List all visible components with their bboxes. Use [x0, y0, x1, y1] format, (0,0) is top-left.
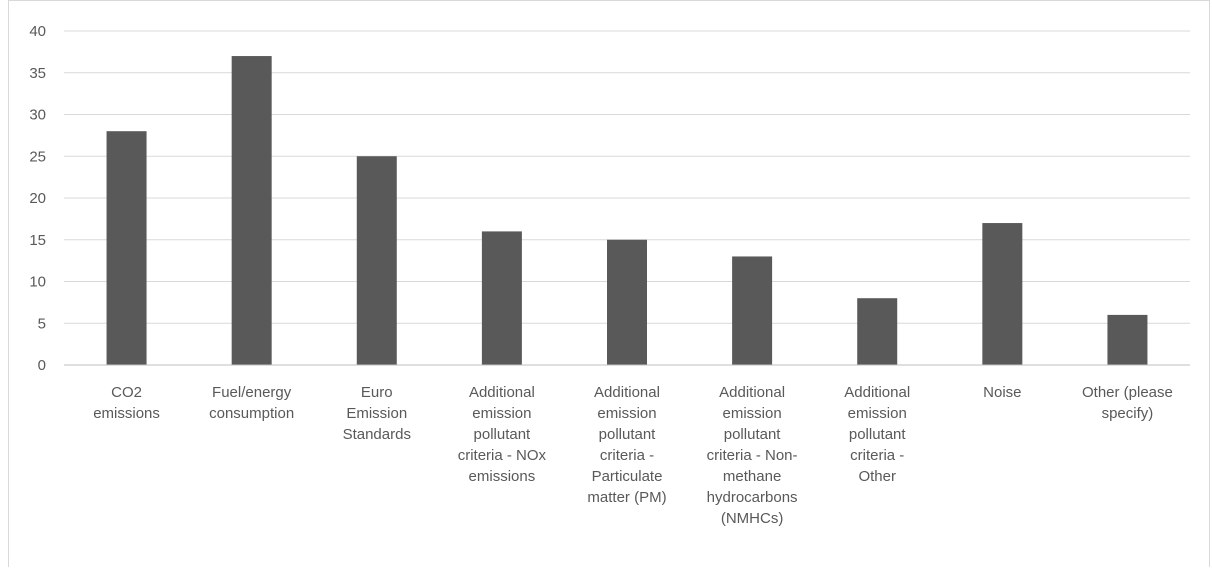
- x-tick-label: Noise: [983, 384, 1021, 401]
- bar: [106, 131, 147, 365]
- x-tick-label: Additional emission pollutant criteria - Oth…: [844, 384, 910, 485]
- x-tick-label-line: criteria -: [600, 447, 654, 464]
- y-tick-label: 5: [38, 315, 46, 332]
- x-tick-label-line: Other: [858, 468, 896, 485]
- x-tick-label-line: emissions: [93, 405, 160, 422]
- y-tick-label: 30: [29, 107, 46, 124]
- x-tick-label-line: pollutant: [724, 426, 782, 443]
- x-tick-label: Additional emission pollutant criteria - Par…: [587, 384, 666, 506]
- x-tick-label-line: methane: [723, 468, 781, 485]
- x-tick-label-line: hydrocarbons: [707, 489, 798, 506]
- x-tick-label-line: Additional: [469, 384, 535, 401]
- x-tick-label-line: criteria - NOx: [458, 447, 547, 464]
- x-tick-label-line: matter (PM): [587, 489, 666, 506]
- x-tick-label-line: Additional: [844, 384, 910, 401]
- x-tick-label-line: Standards: [343, 426, 411, 443]
- x-tick-label-line: pollutant: [849, 426, 907, 443]
- x-tick-label-line: Euro: [361, 384, 393, 401]
- x-tick-label-line: Fuel/energy: [212, 384, 292, 401]
- bar: [356, 156, 397, 365]
- x-tick-label: Other (please specify): [1082, 384, 1173, 422]
- x-tick-label-line: consumption: [209, 405, 294, 422]
- x-tick-label-line: Additional: [594, 384, 660, 401]
- x-tick-label-line: pollutant: [599, 426, 657, 443]
- x-tick-label-line: pollutant: [474, 426, 532, 443]
- bar: [982, 223, 1023, 365]
- chart-frame: [8, 0, 1210, 567]
- bar: [732, 256, 773, 365]
- x-tick-label-line: emission: [472, 405, 531, 422]
- x-tick-label-line: emission: [723, 405, 782, 422]
- bar: [607, 239, 647, 365]
- y-tick-label: 40: [29, 23, 46, 40]
- x-tick-label-line: Particulate: [592, 468, 663, 485]
- x-tick-label-line: CO2: [111, 384, 142, 401]
- bar: [1107, 314, 1148, 365]
- y-tick-label: 0: [38, 357, 46, 374]
- x-tick-label-line: Additional: [719, 384, 785, 401]
- x-tick-label: CO2 emissions: [93, 384, 160, 422]
- bar: [481, 231, 522, 365]
- y-tick-label: 15: [29, 232, 46, 249]
- bars: [106, 56, 1148, 366]
- y-axis: 0 5 10 15 20 25 30 35 40: [29, 23, 46, 374]
- x-tick-label: Additional emission pollutant criteria - No…: [707, 384, 798, 527]
- bar: [231, 56, 272, 366]
- x-tick-label: Additional emission pollutant criteria - NO…: [458, 384, 547, 485]
- bar: [857, 298, 898, 365]
- x-tick-label: Euro Emission Standards: [343, 384, 411, 443]
- y-tick-label: 10: [29, 274, 46, 291]
- x-tick-label-line: (NMHCs): [721, 510, 783, 527]
- x-tick-label-line: specify): [1102, 405, 1154, 422]
- x-tick-label-line: Noise: [983, 384, 1021, 401]
- x-tick-label: Fuel/energy consumption: [209, 384, 294, 422]
- y-tick-label: 35: [29, 65, 46, 82]
- x-tick-label-line: emission: [848, 405, 907, 422]
- x-tick-label-line: Other (please: [1082, 384, 1173, 401]
- x-axis: CO2 emissions Fuel/energy consumption Euro Em…: [64, 364, 1190, 527]
- y-tick-label: 20: [29, 190, 46, 207]
- x-tick-label-line: criteria -: [850, 447, 904, 464]
- x-tick-label-line: criteria - Non-: [707, 447, 798, 464]
- x-tick-label-line: emission: [597, 405, 656, 422]
- x-tick-label-line: Emission: [346, 405, 407, 422]
- y-tick-label: 25: [29, 148, 46, 165]
- x-tick-label-line: emissions: [469, 468, 536, 485]
